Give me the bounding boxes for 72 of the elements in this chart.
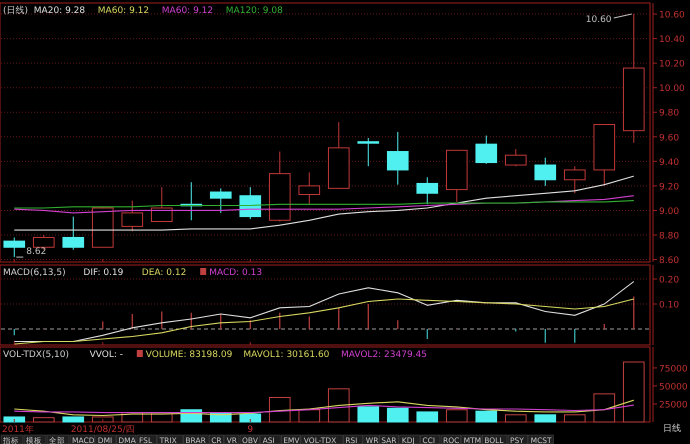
text: MAVOL2: 23479.45 <box>341 350 428 360</box>
y-tick-label: 0.20 <box>659 276 680 286</box>
text: 日线 <box>663 423 681 434</box>
text: MAVOL1: 30161.60 <box>243 350 330 360</box>
bar <box>593 393 616 422</box>
candlestick <box>534 157 556 186</box>
y-tick-label: 8.60 <box>659 256 680 266</box>
candlestick <box>62 216 84 250</box>
legend-label: VOLUME: 83198.09 <box>146 350 233 360</box>
bar <box>622 362 645 422</box>
bar <box>3 416 26 422</box>
text: MA120: 9.08 <box>226 6 284 16</box>
line-series <box>14 400 634 416</box>
line-series <box>14 298 634 345</box>
bar <box>534 414 556 422</box>
y-tick-label: 10.40 <box>659 35 686 46</box>
bar <box>328 388 350 422</box>
x-tick-label: 2011/08/25/四 <box>70 425 135 435</box>
y-tick-label: 0.10 <box>659 300 680 310</box>
y-tick-label: 8.80 <box>659 231 680 242</box>
bar <box>504 414 527 422</box>
candlestick <box>416 176 438 205</box>
bar <box>239 414 262 422</box>
line-series <box>14 280 634 342</box>
bar <box>268 396 291 422</box>
y-tick-label: 25000 <box>659 400 688 410</box>
candlestick <box>3 236 26 258</box>
bar <box>32 417 55 422</box>
bar <box>92 416 114 422</box>
y-tick-label: 9.40 <box>659 158 680 168</box>
candlestick <box>298 172 320 205</box>
y-tick-label: 75000 <box>659 364 688 374</box>
y-tick-label: 50000 <box>659 382 688 392</box>
bar <box>357 406 380 422</box>
legend-label: MACD: 0.13 <box>209 268 262 278</box>
candlestick <box>504 148 527 167</box>
candlestick <box>357 138 380 167</box>
bar <box>475 410 498 422</box>
legend-label: VVOL: - <box>90 350 124 360</box>
bar <box>62 416 84 422</box>
bar <box>386 408 409 422</box>
candlestick <box>475 135 498 164</box>
bar <box>564 414 586 422</box>
y-tick-label: 10.00 <box>659 84 686 94</box>
chart-title: VOL-TDX(5,10) <box>3 350 70 360</box>
candlestick <box>121 200 144 232</box>
y-tick-label: 9.80 <box>659 108 680 119</box>
line-series <box>14 404 634 414</box>
x-tick-label: 9 <box>247 425 254 435</box>
y-tick-label: 9.20 <box>659 182 680 192</box>
x-tick-label: 2011年 <box>2 424 34 435</box>
bar <box>446 409 468 422</box>
text: DEA: 0.12 <box>142 268 186 278</box>
annotation: 8.62 <box>26 247 46 258</box>
chart-title: (日线) <box>3 5 28 16</box>
text: MA20: 9.28 <box>34 6 86 16</box>
legend-label: MA60: 9.12 <box>98 6 150 16</box>
candlestick <box>150 186 173 222</box>
y-tick-label: 9.60 <box>659 133 680 144</box>
annotation: 10.60 <box>586 15 612 26</box>
line-series <box>14 176 634 231</box>
candlestick <box>386 131 409 186</box>
y-tick-label: 9.00 <box>659 206 680 217</box>
y-tick-label: 10.60 <box>659 10 686 21</box>
bar <box>298 409 320 422</box>
bar <box>416 411 438 422</box>
candlestick <box>210 188 232 214</box>
candlestick <box>564 166 586 194</box>
text: DIF: 0.19 <box>83 268 124 278</box>
text: MA60: 9.12 <box>162 6 214 16</box>
y-tick-label: 10.20 <box>659 60 686 70</box>
chart-title: MACD(6,13,5) <box>3 268 66 278</box>
